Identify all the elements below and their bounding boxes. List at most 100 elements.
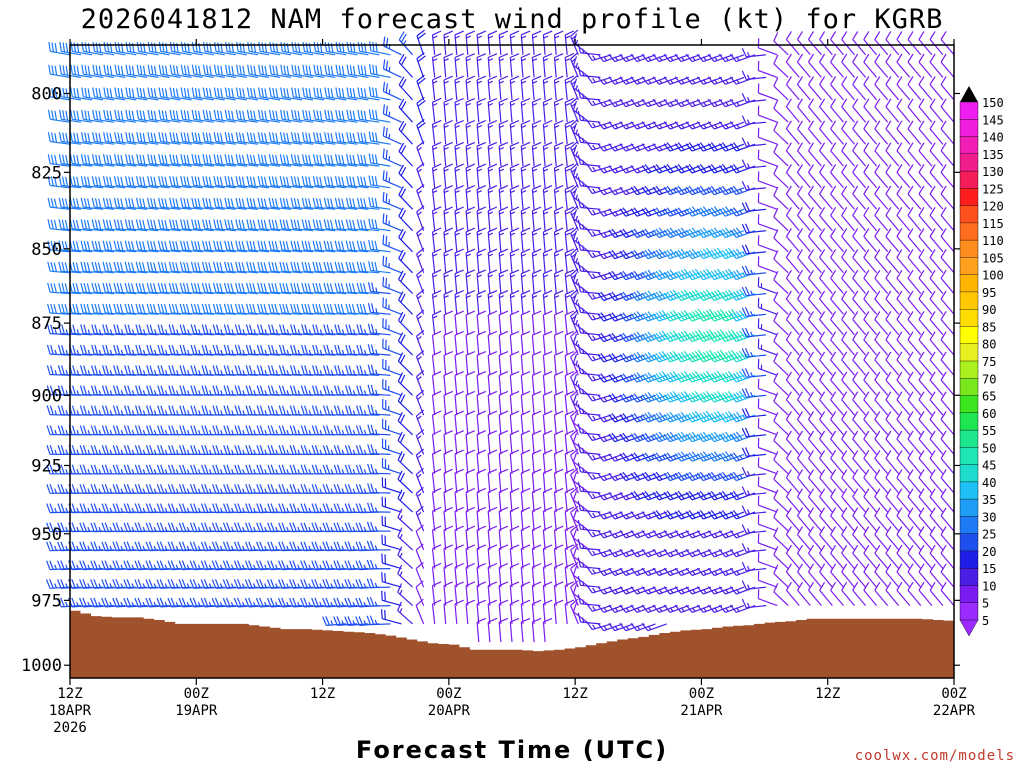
wind-barb xyxy=(586,603,612,612)
wind-barb xyxy=(542,97,553,123)
wind-barb xyxy=(190,324,214,336)
wind-barb xyxy=(874,290,889,315)
wind-barb xyxy=(398,164,414,189)
wind-barb xyxy=(169,64,192,78)
wind-barb xyxy=(135,282,159,295)
wind-barb xyxy=(542,487,553,513)
wind-barb xyxy=(125,109,148,123)
wind-barb xyxy=(707,548,734,558)
wind-barb xyxy=(498,163,509,188)
wind-barb xyxy=(157,261,181,274)
wind-barb xyxy=(696,451,723,462)
wind-barb xyxy=(641,622,667,632)
wind-barb xyxy=(356,303,380,315)
wind-barb xyxy=(619,98,645,108)
wind-barb xyxy=(741,561,767,572)
wind-barb xyxy=(202,87,225,101)
wind-barb xyxy=(572,602,590,625)
wind-barb xyxy=(520,468,531,494)
wind-barb xyxy=(696,164,723,174)
wind-barb xyxy=(167,503,192,514)
wind-barb xyxy=(443,599,453,624)
wind-barb xyxy=(841,371,855,396)
wind-barb xyxy=(586,311,612,321)
wind-barb xyxy=(125,176,148,189)
wind-barb xyxy=(114,154,137,167)
wind-barb xyxy=(830,76,844,101)
wind-barb xyxy=(346,154,369,167)
wind-barb xyxy=(553,163,564,188)
wind-barb xyxy=(431,248,442,273)
wind-barb xyxy=(641,269,667,281)
wind-barb xyxy=(382,59,402,78)
x-axis-label: Forecast Time (UTC) xyxy=(356,736,668,764)
wind-barb xyxy=(465,351,476,376)
wind-barb xyxy=(929,488,944,513)
wind-barb xyxy=(807,430,822,455)
wind-barb xyxy=(381,553,402,570)
wind-barb xyxy=(757,105,778,123)
wind-barb xyxy=(918,185,933,210)
wind-barb xyxy=(570,74,579,101)
wind-barb xyxy=(807,469,822,494)
wind-barb xyxy=(796,269,811,294)
wind-barb xyxy=(586,332,612,342)
wind-barb xyxy=(443,163,453,188)
wind-barb xyxy=(476,449,487,474)
wind-barb xyxy=(431,75,442,100)
wind-barb xyxy=(46,464,70,475)
wind-barb xyxy=(929,430,944,455)
wind-barb xyxy=(397,372,414,396)
wind-barb xyxy=(785,581,800,606)
wind-barb xyxy=(465,430,476,455)
wind-barb xyxy=(696,604,723,613)
wind-barb xyxy=(918,53,933,78)
wind-barb xyxy=(773,546,789,570)
wind-barb xyxy=(103,87,126,101)
color-scale-swatch xyxy=(959,274,979,293)
wind-barb xyxy=(796,31,811,56)
wind-barb xyxy=(368,131,391,145)
wind-barb xyxy=(785,526,800,551)
wind-barb xyxy=(542,75,553,100)
wind-barb xyxy=(476,617,487,643)
wind-barb xyxy=(431,468,442,494)
wind-barb xyxy=(663,471,690,482)
wind-barb xyxy=(757,235,778,253)
wind-barb xyxy=(586,352,612,362)
wind-barb xyxy=(830,351,844,376)
wind-barb xyxy=(381,515,402,532)
wind-barb xyxy=(819,450,833,475)
color-scale-swatch xyxy=(959,326,979,345)
wind-barb xyxy=(663,530,690,539)
wind-barb xyxy=(113,240,137,253)
wind-barb xyxy=(531,163,542,188)
wind-barb xyxy=(191,219,214,232)
wind-barb xyxy=(564,330,575,356)
wind-barb xyxy=(465,525,476,550)
wind-barb xyxy=(830,430,844,455)
wind-barb xyxy=(564,269,575,294)
wind-barb xyxy=(757,457,778,475)
wind-barb xyxy=(509,330,520,356)
wind-barb xyxy=(907,351,922,376)
wind-barb xyxy=(213,197,236,210)
wind-barb xyxy=(542,310,553,335)
wind-barb xyxy=(918,76,933,101)
wind-barb xyxy=(443,248,453,273)
wind-barb xyxy=(80,324,104,336)
wind-barb xyxy=(885,249,900,274)
wind-barb xyxy=(542,330,553,356)
wind-barb xyxy=(224,154,247,167)
wind-barb xyxy=(190,282,214,295)
wind-barb xyxy=(301,282,325,295)
wind-barb xyxy=(397,431,414,455)
y-tick-label: 1000 xyxy=(21,656,62,676)
wind-barb xyxy=(416,140,425,167)
wind-barb xyxy=(652,530,678,539)
wind-barb xyxy=(608,393,634,403)
wind-barb xyxy=(553,75,564,100)
wind-barb xyxy=(48,87,71,101)
wind-barb xyxy=(279,132,303,145)
